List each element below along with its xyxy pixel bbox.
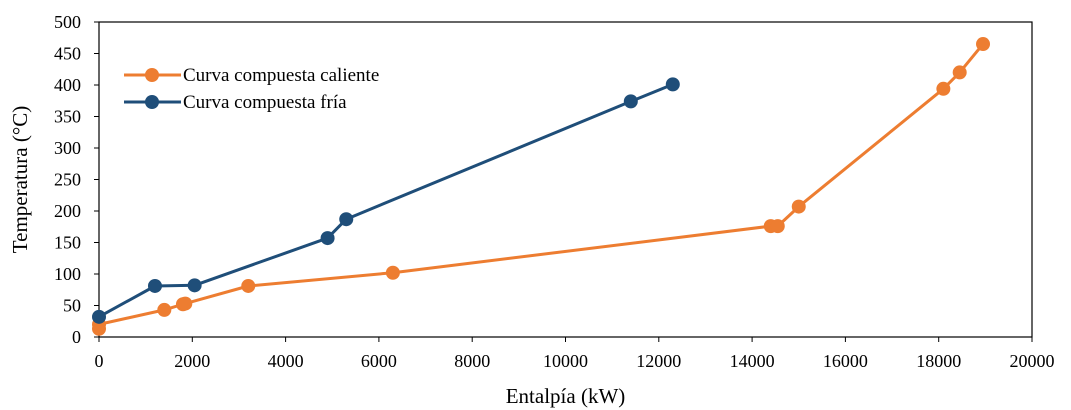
data-point bbox=[187, 278, 202, 293]
data-point bbox=[936, 81, 951, 96]
x-tick-label: 6000 bbox=[361, 351, 397, 371]
data-point bbox=[976, 37, 991, 52]
y-tick-label: 300 bbox=[54, 138, 81, 158]
data-point bbox=[623, 94, 638, 109]
series-layer bbox=[92, 37, 991, 336]
plot-area-frame bbox=[98, 21, 1033, 338]
series-line bbox=[98, 83, 674, 319]
series-0 bbox=[92, 37, 991, 336]
y-tick-label: 100 bbox=[54, 264, 81, 284]
legend: Curva compuesta caliente Curva compuesta… bbox=[124, 65, 379, 113]
data-point bbox=[791, 199, 806, 214]
x-tick-label: 20000 bbox=[1010, 351, 1055, 371]
legend-entry-cold: Curva compuesta fría bbox=[124, 92, 347, 113]
y-tick-label: 250 bbox=[54, 170, 81, 190]
x-tick-label: 4000 bbox=[268, 351, 304, 371]
y-tick-label: 200 bbox=[54, 201, 81, 221]
y-axis-ticks: 0 50 100 150 200 250 300 350 400 450 500 bbox=[54, 12, 99, 347]
data-point bbox=[92, 309, 106, 324]
x-tick-label: 18000 bbox=[916, 351, 961, 371]
y-tick-label: 150 bbox=[54, 233, 81, 253]
x-tick-label: 14000 bbox=[730, 351, 775, 371]
x-axis-ticks: 0 2000 4000 6000 8000 10000 12000 14000 16000 180… bbox=[95, 337, 1055, 371]
data-point bbox=[147, 278, 162, 293]
legend-hot-label: Curva compuesta caliente bbox=[183, 65, 379, 86]
legend-cold-marker bbox=[145, 95, 159, 109]
y-tick-label: 500 bbox=[54, 12, 81, 32]
data-point bbox=[241, 278, 256, 293]
data-point bbox=[385, 265, 400, 280]
series-line bbox=[97, 43, 985, 329]
data-point bbox=[770, 219, 785, 234]
data-point bbox=[320, 231, 335, 246]
y-tick-label: 450 bbox=[54, 44, 81, 64]
data-point bbox=[339, 212, 354, 227]
y-tick-label: 50 bbox=[63, 296, 81, 316]
x-tick-label: 8000 bbox=[454, 351, 490, 371]
legend-entry-hot: Curva compuesta caliente bbox=[124, 65, 379, 86]
y-tick-label: 400 bbox=[54, 75, 81, 95]
y-axis-title: Temperatura (°C) bbox=[8, 106, 32, 253]
legend-hot-marker bbox=[145, 68, 159, 82]
y-tick-label: 0 bbox=[72, 327, 81, 347]
y-tick-label: 350 bbox=[54, 107, 81, 127]
x-tick-label: 16000 bbox=[823, 351, 868, 371]
x-axis-title: Entalpía (kW) bbox=[506, 384, 626, 408]
data-point bbox=[157, 302, 172, 317]
data-point bbox=[952, 65, 967, 80]
legend-cold-label: Curva compuesta fría bbox=[183, 92, 347, 113]
x-tick-label: 2000 bbox=[174, 351, 210, 371]
x-tick-label: 10000 bbox=[543, 351, 588, 371]
x-tick-label: 0 bbox=[95, 351, 104, 371]
data-point bbox=[665, 77, 680, 92]
x-tick-label: 12000 bbox=[636, 351, 681, 371]
series-1 bbox=[92, 77, 680, 324]
data-point bbox=[178, 296, 193, 311]
